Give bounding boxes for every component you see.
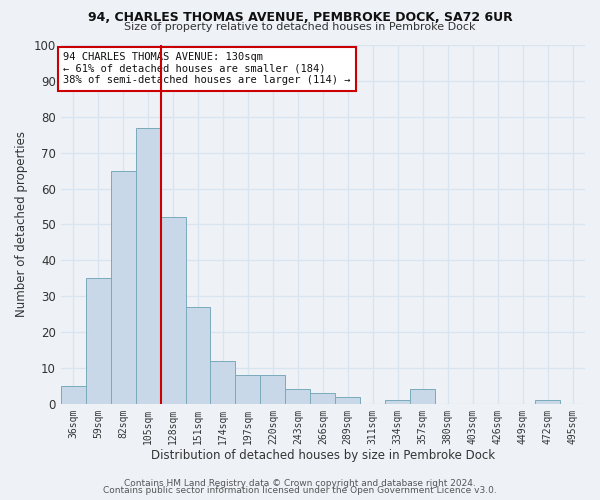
Bar	[286, 390, 310, 404]
Bar	[535, 400, 560, 404]
Bar	[110, 170, 136, 404]
Bar	[61, 386, 86, 404]
Bar	[86, 278, 110, 404]
Y-axis label: Number of detached properties: Number of detached properties	[15, 132, 28, 318]
Text: Contains HM Land Registry data © Crown copyright and database right 2024.: Contains HM Land Registry data © Crown c…	[124, 478, 476, 488]
Text: 94 CHARLES THOMAS AVENUE: 130sqm
← 61% of detached houses are smaller (184)
38% : 94 CHARLES THOMAS AVENUE: 130sqm ← 61% o…	[63, 52, 351, 86]
Bar	[211, 361, 235, 404]
Bar	[185, 307, 211, 404]
Bar	[161, 217, 185, 404]
Bar	[260, 375, 286, 404]
Bar	[385, 400, 410, 404]
Bar	[235, 375, 260, 404]
Bar	[136, 128, 161, 404]
Text: Contains public sector information licensed under the Open Government Licence v3: Contains public sector information licen…	[103, 486, 497, 495]
Bar	[410, 390, 435, 404]
Bar	[310, 393, 335, 404]
Bar	[335, 396, 360, 404]
Text: Size of property relative to detached houses in Pembroke Dock: Size of property relative to detached ho…	[124, 22, 476, 32]
Text: 94, CHARLES THOMAS AVENUE, PEMBROKE DOCK, SA72 6UR: 94, CHARLES THOMAS AVENUE, PEMBROKE DOCK…	[88, 11, 512, 24]
X-axis label: Distribution of detached houses by size in Pembroke Dock: Distribution of detached houses by size …	[151, 450, 495, 462]
